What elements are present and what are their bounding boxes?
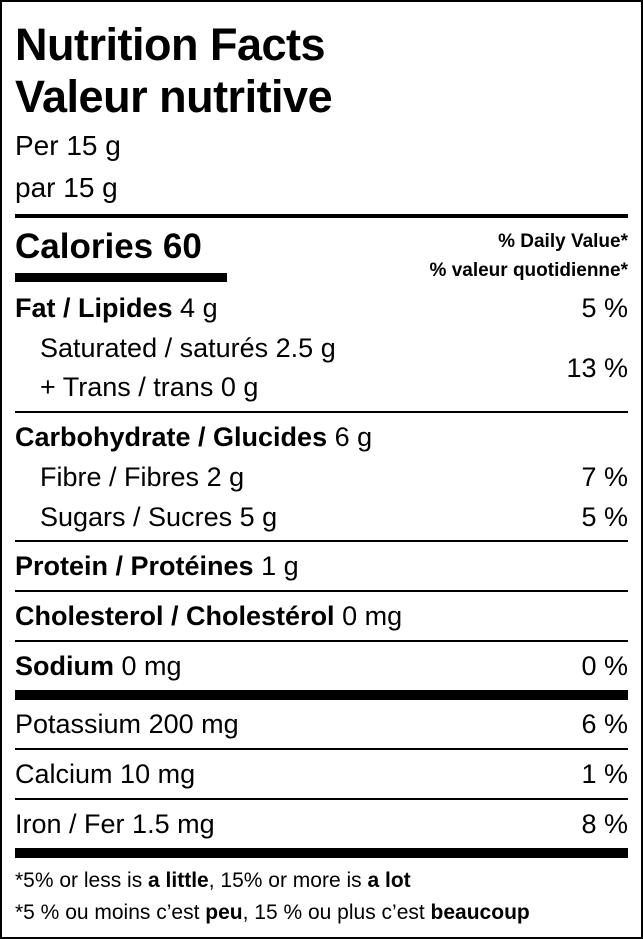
serving-en: Per 15 g — [15, 130, 121, 161]
divider-thick — [15, 690, 628, 700]
cholesterol-amount: 0 mg — [342, 601, 403, 631]
trans-label: + Trans / trans — [40, 372, 214, 402]
divider — [15, 748, 628, 750]
calcium-amount: 10 mg — [120, 759, 196, 789]
divider — [15, 640, 628, 642]
iron-label: Iron / Fer — [15, 809, 125, 839]
divider-thick — [15, 214, 628, 218]
calories-label: Calories — [15, 227, 154, 266]
fibre-amount: 2 g — [206, 462, 245, 492]
protein-row: Protein / Protéines 1 g — [15, 553, 299, 580]
divider — [15, 540, 628, 542]
sugars-label: Sugars / Sucres — [40, 502, 233, 532]
saturated-amount: 2.5 g — [275, 333, 336, 363]
carbohydrate-label: Carbohydrate / Glucides — [15, 422, 328, 452]
daily-value-en: % Daily Value* — [498, 231, 628, 252]
saturated-trans-dv: 13 % — [566, 353, 628, 383]
sodium-dv: 0 % — [581, 651, 628, 681]
fat-amount: 4 g — [180, 293, 218, 323]
calcium-dv: 1 % — [581, 759, 628, 789]
title-en: Nutrition Facts — [15, 19, 326, 70]
footnote-en: *5% or less is a little, 15% or more is … — [15, 869, 411, 892]
fat-row: Fat / Lipides 4 g — [15, 295, 218, 322]
carbohydrate-row: Carbohydrate / Glucides 6 g — [15, 424, 372, 451]
fat-label: Fat / Lipides — [15, 293, 173, 323]
sodium-amount: 0 mg — [121, 651, 182, 681]
iron-amount: 1.5 mg — [132, 809, 215, 839]
sugars-dv: 5 % — [581, 502, 628, 532]
serving-fr: par 15 g — [15, 172, 118, 203]
trans-row: + Trans / trans 0 g — [40, 374, 258, 401]
calcium-row: Calcium 10 mg — [15, 761, 195, 788]
sodium-row: Sodium 0 mg — [15, 653, 182, 680]
fibre-dv: 7 % — [581, 462, 628, 492]
saturated-label: Saturated / saturés — [40, 333, 269, 363]
fibre-row: Fibre / Fibres 2 g — [40, 464, 244, 491]
footnote-fr: *5 % ou moins c’est peu, 15 % ou plus c’… — [15, 901, 530, 924]
iron-row: Iron / Fer 1.5 mg — [15, 811, 215, 838]
calories-value: 60 — [162, 227, 202, 266]
title-fr: Valeur nutritive — [15, 71, 333, 122]
calcium-label: Calcium — [15, 759, 113, 789]
iron-dv: 8 % — [581, 809, 628, 839]
daily-value-fr: % valeur quotidienne* — [429, 260, 628, 281]
divider — [15, 590, 628, 592]
sugars-row: Sugars / Sucres 5 g — [40, 504, 277, 531]
trans-amount: 0 g — [220, 372, 259, 402]
potassium-row: Potassium 200 mg — [15, 711, 239, 738]
divider — [15, 411, 628, 413]
cholesterol-label: Cholesterol / Cholestérol — [15, 601, 335, 631]
sugars-amount: 5 g — [239, 502, 278, 532]
potassium-amount: 200 mg — [148, 709, 239, 739]
carbohydrate-amount: 6 g — [334, 422, 373, 452]
calories-underline — [15, 273, 227, 282]
potassium-label: Potassium — [15, 709, 142, 739]
calories: Calories 60 — [15, 229, 202, 264]
fibre-label: Fibre / Fibres — [40, 462, 200, 492]
potassium-dv: 6 % — [581, 709, 628, 739]
divider-thick — [15, 848, 628, 858]
protein-label: Protein / Protéines — [15, 551, 254, 581]
saturated-row: Saturated / saturés 2.5 g — [40, 335, 336, 362]
sodium-label: Sodium — [15, 651, 114, 681]
cholesterol-row: Cholesterol / Cholestérol 0 mg — [15, 603, 402, 630]
protein-amount: 1 g — [261, 551, 299, 581]
divider — [15, 798, 628, 800]
fat-dv: 5 % — [581, 293, 628, 323]
